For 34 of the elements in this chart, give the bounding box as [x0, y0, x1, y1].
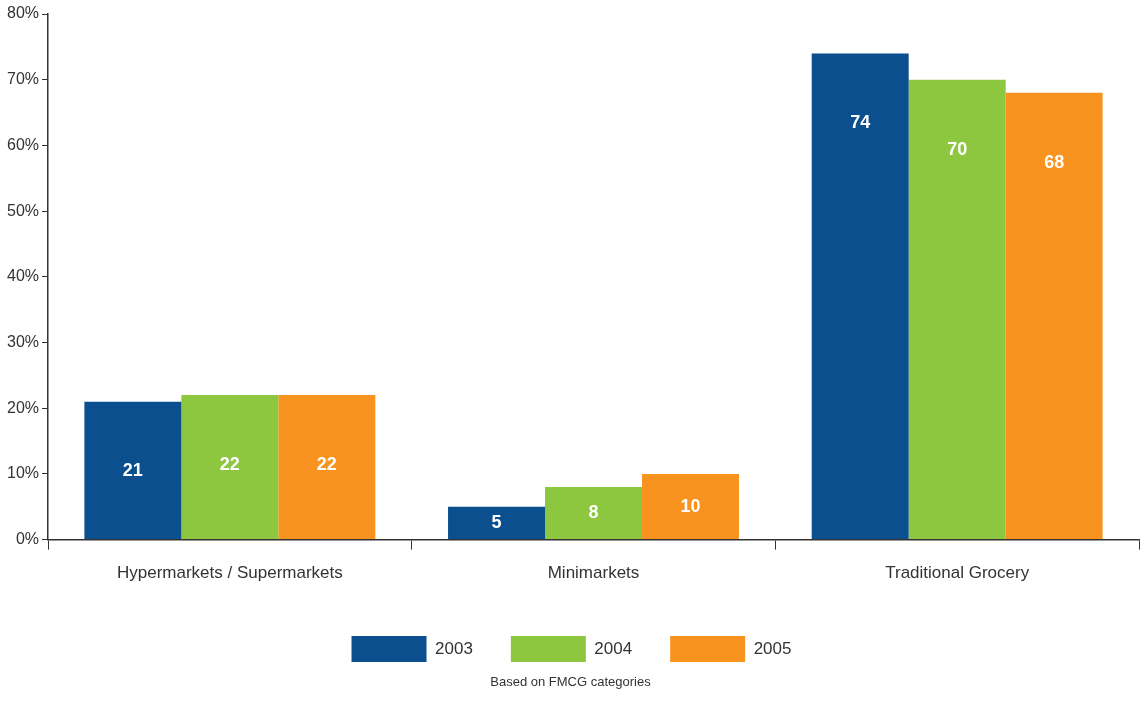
data-label: 22	[219, 454, 240, 475]
y-tick-label: 30%	[6, 332, 40, 350]
bar	[545, 487, 642, 540]
bar	[181, 395, 279, 540]
legend-label: 2004	[594, 638, 633, 658]
y-tick-label: 10%	[6, 464, 40, 482]
y-tick-label: 40%	[6, 267, 40, 285]
bar	[278, 395, 376, 540]
text: Based on FMCG categories	[489, 674, 652, 689]
x-tick-label: Minimarkets	[547, 563, 640, 583]
bar	[84, 401, 182, 540]
y-tick-label: 20%	[6, 398, 40, 416]
y-tick-label: 0%	[15, 530, 40, 548]
bar	[811, 53, 909, 540]
legend-label: 2003	[435, 638, 473, 658]
data-label: 8	[588, 502, 599, 523]
data-label: 74	[850, 112, 871, 133]
data-label: 70	[947, 138, 968, 159]
data-label: 10	[680, 495, 701, 516]
bar	[448, 506, 546, 540]
bar	[908, 79, 1006, 540]
x-tick-label: Traditional Grocery	[885, 563, 1030, 583]
data-label: 5	[491, 512, 502, 533]
y-tick-label: 50%	[6, 201, 40, 219]
data-label: 68	[1044, 151, 1065, 172]
x-tick-label: Hypermarkets / Supermarkets	[116, 563, 343, 583]
y-tick-label: 60%	[6, 135, 40, 153]
bar	[1005, 92, 1103, 540]
bar	[642, 473, 739, 540]
data-label: 21	[122, 459, 143, 480]
legend-label: 2005	[753, 638, 792, 658]
y-tick-label: 70%	[6, 70, 40, 88]
data-label: 22	[316, 454, 337, 475]
y-tick-label: 80%	[6, 4, 40, 22]
